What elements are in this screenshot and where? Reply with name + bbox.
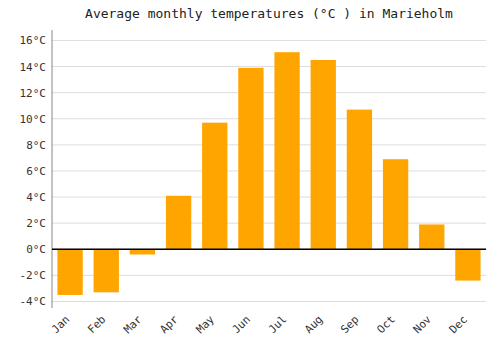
title: Average monthly temperatures (°C ) in Ma… [85,6,453,21]
x-tick-label: May [194,313,218,337]
x-tick-label: Jan [49,313,72,336]
y-tick-label: 12°C [20,87,47,100]
x-tick-label: Dec [447,313,470,336]
bar [383,159,408,249]
y-tick-label: 4°C [26,191,46,204]
y-tick-label: -4°C [20,295,47,308]
grid-line [52,118,486,119]
grid-line [52,301,486,302]
y-tick-label: 14°C [20,61,47,74]
zero-line [52,249,486,251]
grid-line [52,92,486,93]
y-tick-label: -2°C [20,269,47,282]
chart-container: Average monthly temperatures (°C ) in Ma… [0,0,500,350]
grid-line [52,249,486,250]
y-axis-line [52,30,53,308]
grid-line [52,170,486,171]
bar [57,249,82,295]
bar [166,196,191,250]
grid-line [52,66,486,67]
x-tick-label: Apr [157,313,181,337]
bar [455,249,480,280]
x-tick-label: Jul [266,313,289,336]
y-tick-label: 8°C [26,139,46,152]
x-tick-label: Nov [411,313,435,337]
bar [238,68,263,249]
grid-line [52,223,486,224]
bars [57,52,480,295]
bar [130,249,155,254]
chart: Average monthly temperatures (°C ) in Ma… [0,0,500,350]
bar [311,60,336,249]
y-tick-label: 6°C [26,165,46,178]
bar [419,224,444,249]
bar [94,249,119,292]
grid-line [52,40,486,41]
y-tick-label: 2°C [26,217,46,230]
grid-line [52,197,486,198]
x-tick-label: Sep [338,313,361,336]
x-tick-label: Aug [302,313,325,336]
x-tick-label: Jun [230,313,253,336]
bar [202,123,227,250]
bar [274,52,299,249]
grid-line [52,144,486,145]
y-tick-label: 16°C [20,34,47,47]
page: {"chart_data": {"type": "bar", "title": … [0,0,500,350]
bar [347,110,372,250]
x-tick-label: Oct [374,313,397,336]
x-tick-label: Feb [85,313,108,336]
y-tick-label: 0°C [26,243,46,256]
y-tick-label: 10°C [20,113,47,126]
x-tick-label: Mar [121,313,145,337]
grid [52,40,486,301]
